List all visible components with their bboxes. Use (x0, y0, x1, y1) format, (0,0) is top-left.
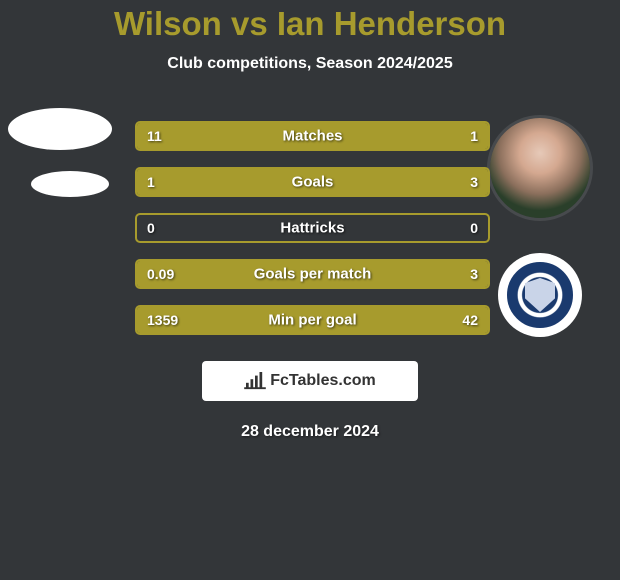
stat-value-left: 11 (147, 128, 162, 144)
player-left-avatar (8, 108, 112, 150)
stat-value-right: 1 (470, 128, 478, 144)
bar-chart-icon (244, 372, 266, 390)
stat-row: Goals per match0.09 3 (135, 259, 490, 289)
stat-label: Hattricks (137, 220, 488, 237)
stat-row: Hattricks0 0 (135, 213, 490, 243)
player-right-avatar (490, 118, 590, 218)
stat-row: Min per goal1359 42 (135, 305, 490, 335)
stat-value-left: 1359 (147, 312, 178, 328)
player-left-club-placeholder (31, 171, 109, 197)
player-right-club-badge (498, 253, 582, 337)
stat-bars: Matches111Goals13Hattricks00Goals per ma… (135, 121, 490, 351)
comparison-card: Wilson vs Ian Henderson Club competition… (0, 0, 620, 441)
stat-value-right: 3 (470, 174, 478, 190)
subtitle: Club competitions, Season 2024/2025 (0, 55, 620, 73)
stat-value-left: 1 (147, 174, 155, 190)
stat-value-left: 0 (147, 220, 155, 236)
attribution-text: FcTables.com (270, 372, 376, 390)
stat-label: Goals per match (137, 266, 488, 283)
stat-value-right: 42 (462, 312, 478, 328)
attribution-badge: FcTables.com (202, 361, 418, 401)
date-label: 28 december 2024 (0, 423, 620, 441)
page-title: Wilson vs Ian Henderson (0, 5, 620, 43)
stat-label: Min per goal (137, 312, 488, 329)
stat-value-right: 3 (470, 266, 478, 282)
stat-row: Goals1 3 (135, 167, 490, 197)
stats-area: Matches111Goals13Hattricks00Goals per ma… (0, 103, 620, 343)
stat-value-left: 0.09 (147, 266, 174, 282)
stat-value-right: 0 (470, 220, 478, 236)
stat-label: Goals (137, 174, 488, 191)
stat-label: Matches (137, 128, 488, 145)
shield-icon (507, 262, 573, 328)
stat-row: Matches111 (135, 121, 490, 151)
